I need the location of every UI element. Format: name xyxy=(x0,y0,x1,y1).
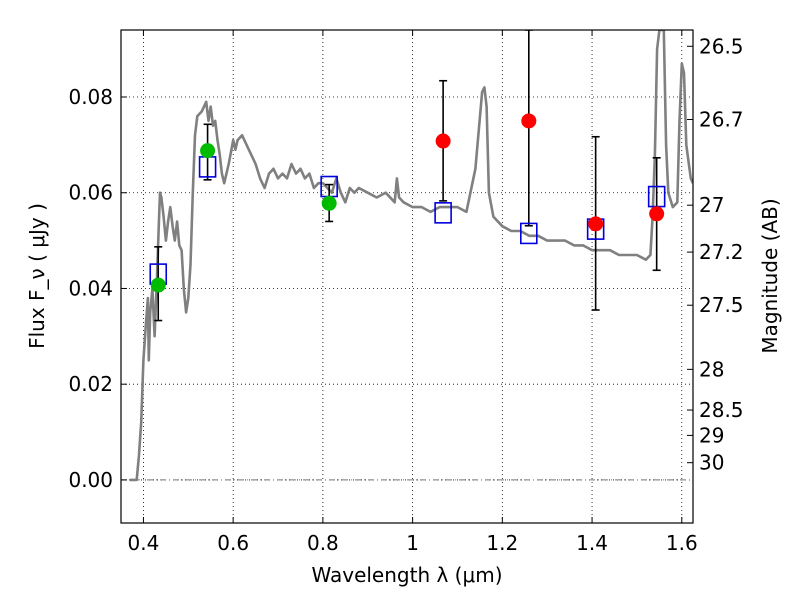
red-data-point xyxy=(588,216,604,232)
plot-frame xyxy=(120,29,694,524)
mag-tick-label: 27.2 xyxy=(699,240,744,264)
mag-tick-label: 28 xyxy=(699,357,724,381)
green-data-point xyxy=(321,195,337,211)
grid xyxy=(121,30,693,523)
y-tick-label: 0.00 xyxy=(68,468,113,492)
green-data-point xyxy=(200,143,216,159)
mag-tick-label: 26.5 xyxy=(699,34,744,58)
mag-tick-label: 27 xyxy=(699,193,724,217)
y-axis-ticks: 0.00 0.02 0.04 0.06 0.08 xyxy=(68,85,127,492)
y-axis-title: Flux F_ν ( μJy ) xyxy=(25,203,49,349)
x-tick-label: 0.8 xyxy=(307,531,339,555)
x-tick-label: 1.4 xyxy=(576,531,608,555)
model-flux-box xyxy=(434,202,452,224)
observed-points xyxy=(150,113,665,293)
y-tick-label: 0.08 xyxy=(68,85,113,109)
x-tick-label: 0.4 xyxy=(128,531,160,555)
y-tick-label: 0.06 xyxy=(68,181,113,205)
y-tick-label: 0.04 xyxy=(68,276,113,300)
x-tick-label: 1 xyxy=(406,531,419,555)
mag-tick-label: 29 xyxy=(699,423,724,447)
model-flux-box xyxy=(520,222,538,245)
right-axis-title: Magnitude (AB) xyxy=(758,198,782,353)
green-data-point xyxy=(150,277,166,293)
mag-tick-label: 30 xyxy=(699,451,724,475)
mag-tick-label: 28.5 xyxy=(699,398,744,422)
magnitude-axis-ticks: 26.5 26.7 27 27.2 27.5 28 28.529 30 xyxy=(687,34,744,475)
y-tick-label: 0.02 xyxy=(68,372,113,396)
plot-area xyxy=(121,30,693,523)
x-axis-title: Wavelength λ (μm) xyxy=(311,563,502,587)
x-tick-label: 1.2 xyxy=(486,531,518,555)
mag-tick-label: 26.7 xyxy=(699,108,744,132)
red-data-point xyxy=(435,133,451,149)
red-data-point xyxy=(649,206,665,222)
x-axis-ticks: 0.4 0.6 0.8 1 1.2 1.4 1.6 xyxy=(128,30,698,555)
mag-tick-label: 27.5 xyxy=(699,293,744,317)
red-data-point xyxy=(521,113,537,129)
x-tick-label: 0.6 xyxy=(217,531,249,555)
x-tick-label: 1.6 xyxy=(666,531,698,555)
